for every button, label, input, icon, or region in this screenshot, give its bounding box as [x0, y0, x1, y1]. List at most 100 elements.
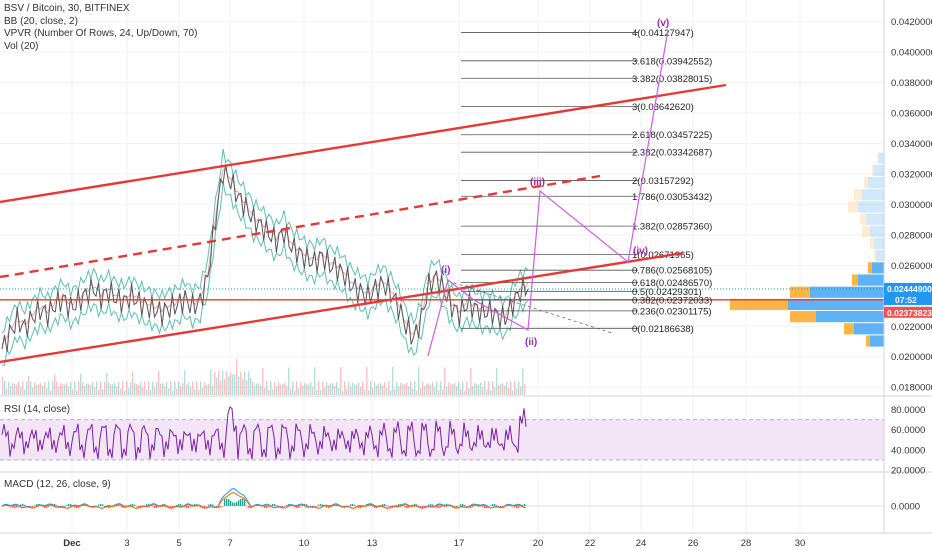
volume-bar: [168, 388, 170, 395]
volume-bar: [312, 387, 314, 395]
macd-histogram-bar: [464, 504, 466, 506]
volume-bar: [390, 390, 392, 395]
volume-bar: [298, 388, 300, 395]
volume-bar: [424, 385, 426, 395]
volume-bar: [466, 381, 468, 395]
volume-bar: [276, 386, 278, 395]
price-axis-tick: 0.03800000: [891, 78, 932, 89]
volume-bar: [486, 389, 488, 395]
price-axis-tick: 0.03400000: [891, 139, 932, 150]
macd-histogram-bar: [248, 506, 250, 508]
volume-bar: [280, 384, 282, 395]
macd-histogram-bar: [166, 505, 168, 506]
macd-histogram-bar: [264, 506, 266, 508]
macd-histogram-bar: [424, 506, 426, 508]
volume-bar: [472, 386, 474, 395]
macd-histogram-bar: [36, 504, 38, 506]
vpvr-bar-up: [816, 311, 884, 323]
volume-bar: [174, 381, 176, 395]
macd-histogram-bar: [296, 506, 298, 509]
macd-histogram-bar: [242, 498, 244, 506]
macd-histogram-bar: [518, 506, 520, 508]
volume-bar: [372, 387, 374, 395]
vpvr-bar-down: [730, 298, 788, 311]
volume-bar: [20, 387, 22, 395]
volume-bar: [180, 386, 182, 395]
volume-bar: [86, 383, 88, 395]
macd-histogram-bar: [204, 506, 206, 508]
macd-histogram-bar: [16, 506, 18, 508]
volume-bar: [482, 387, 484, 395]
volume-bar: [480, 382, 482, 395]
wave-label-iii: (iii): [530, 177, 545, 188]
macd-histogram-bar: [474, 505, 476, 506]
volume-bar: [308, 384, 310, 395]
volume-bar: [304, 383, 306, 395]
macd-histogram-bar: [246, 506, 248, 507]
volume-bar: [392, 367, 394, 395]
volume-bar: [320, 389, 322, 395]
countdown-tag: [884, 293, 932, 305]
volume-bar: [492, 381, 494, 395]
volume-bar: [208, 383, 210, 395]
current-price-tag: [884, 282, 932, 294]
volume-bar: [420, 388, 422, 395]
macd-histogram-bar: [288, 503, 290, 506]
vpvr-bar-up: [878, 152, 884, 164]
macd-histogram-bar: [134, 504, 136, 506]
volume-bar: [148, 381, 150, 395]
volume-bar: [296, 381, 298, 395]
volume-bar: [428, 383, 430, 395]
volume-bar: [22, 381, 24, 395]
volume-bar: [76, 390, 78, 395]
volume-bar: [384, 382, 386, 395]
macd-signal-line: [1, 492, 527, 509]
bb-indicator-label: BB (20, close, 2): [4, 15, 78, 27]
macd-histogram-bar: [398, 503, 400, 506]
price-axis-tick: 0.02000000: [891, 352, 932, 363]
macd-histogram-bar: [318, 504, 320, 506]
volume-bar: [106, 372, 108, 395]
volume-bar: [328, 385, 330, 395]
macd-histogram-bar: [76, 506, 78, 509]
volume-bar: [196, 381, 198, 395]
macd-histogram-bar: [208, 504, 210, 506]
volume-bar: [520, 386, 522, 395]
macd-histogram-bar: [388, 506, 390, 507]
volume-bar: [38, 383, 40, 395]
fib-level-label: 3(0.03642620): [632, 102, 694, 113]
macd-histogram-bar: [466, 506, 468, 507]
volume-bar: [334, 385, 336, 395]
macd-histogram-bar: [354, 504, 356, 506]
vpvr-bar-down: [860, 213, 866, 225]
vpvr-bar-down: [848, 201, 858, 213]
volume-bar: [278, 382, 280, 395]
fib-level-label: 2(0.03157292): [632, 176, 694, 187]
macd-histogram-bar: [50, 505, 52, 506]
bollinger-upper: [1, 148, 529, 334]
volume-bar: [270, 381, 272, 395]
volume-bar: [322, 381, 324, 395]
volume-bar: [102, 389, 104, 395]
volume-bar: [332, 383, 334, 395]
volume-bar: [356, 384, 358, 395]
volume-bar: [222, 371, 224, 395]
volume-bar: [478, 384, 480, 395]
time-axis-tick: 17: [454, 538, 465, 549]
volume-bar: [92, 382, 94, 395]
macd-histogram-bar: [358, 506, 360, 508]
volume-bar: [128, 388, 130, 395]
volume-bar: [360, 386, 362, 395]
macd-histogram-bar: [306, 504, 308, 506]
vpvr-bar-down: [870, 237, 874, 250]
price-axis-tick: 0.02600000: [891, 261, 932, 272]
volume-bar: [254, 385, 256, 395]
volume-bar: [326, 382, 328, 395]
volume-indicator-label: Vol (20): [4, 40, 39, 52]
volume-bar: [378, 383, 380, 395]
volume-bar: [226, 371, 228, 395]
volume-bar: [132, 371, 134, 395]
volume-bar: [414, 381, 416, 395]
volume-bar: [272, 389, 274, 395]
